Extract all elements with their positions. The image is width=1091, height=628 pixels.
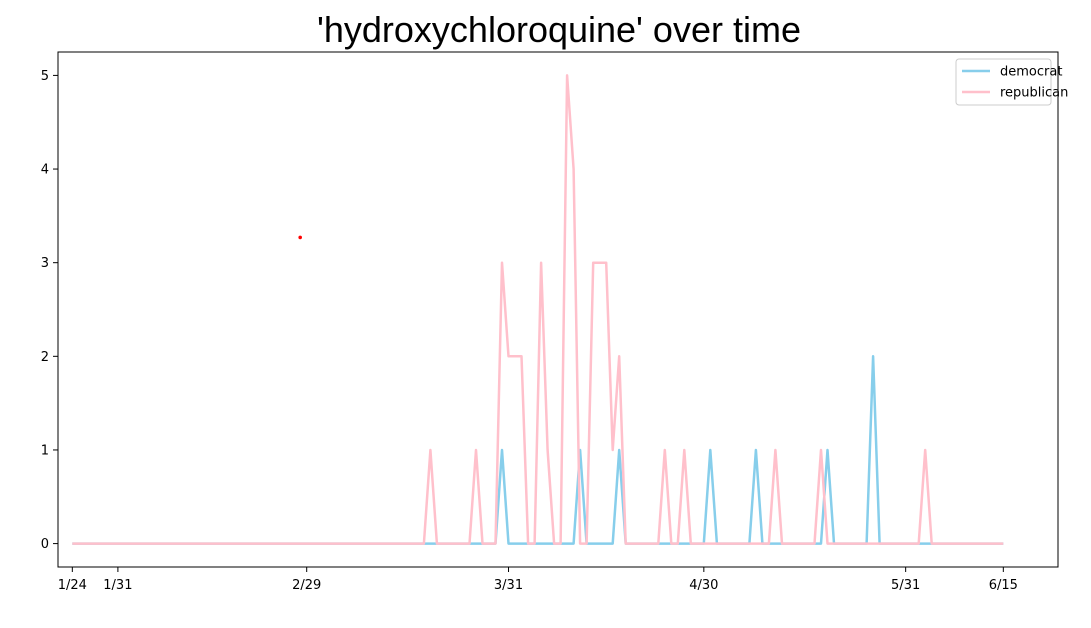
x-tick-label: 6/15 (989, 578, 1018, 593)
x-tick-label: 5/31 (891, 578, 920, 593)
x-tick-label: 2/29 (292, 578, 321, 593)
y-tick-label: 1 (41, 443, 49, 458)
x-tick-label: 1/31 (103, 578, 132, 593)
x-tick-label: 1/24 (58, 578, 87, 593)
plot-area (57, 51, 1059, 568)
series-line-republican (72, 74, 1004, 545)
y-tick-label: 3 (41, 256, 49, 271)
chart-marks: 0 1 2 3 4 5 1/24 1/31 2/29 3/31 4/30 5/31 6/15 (41, 69, 1018, 593)
y-tick-label: 0 (41, 537, 49, 552)
legend-label-republican: republican (1000, 86, 1068, 101)
y-tick-label: 2 (41, 350, 49, 365)
y-tick-label: 5 (41, 69, 49, 84)
x-tick-label: 3/31 (494, 578, 523, 593)
legend-label-democrat: democrat (1000, 65, 1062, 80)
x-tick-label: 4/30 (689, 578, 718, 593)
chart-legend: democrat republican (955, 58, 1068, 106)
y-tick-label: 4 (41, 163, 49, 178)
annotation-marker (298, 235, 302, 240)
chart-title: 'hydroxychloroquine' over time (317, 9, 801, 50)
